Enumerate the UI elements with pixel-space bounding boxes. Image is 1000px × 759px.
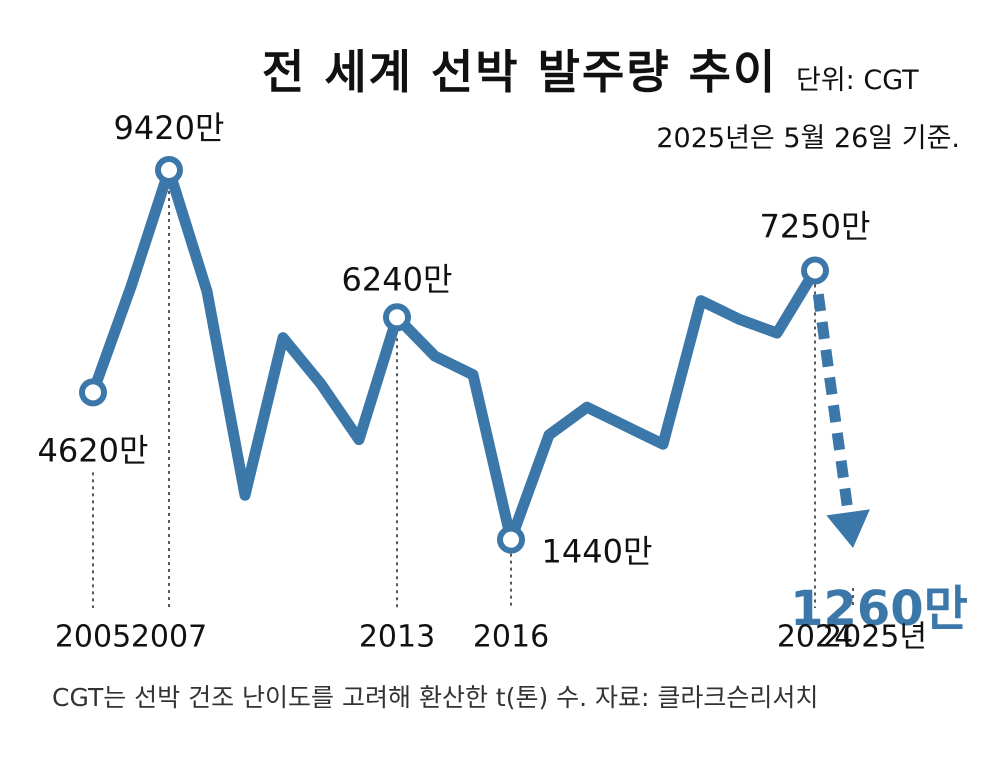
data-label-2024: 7250만: [760, 208, 871, 246]
data-label-2007: 9420만: [114, 109, 225, 147]
series-line: [87, 164, 821, 546]
point-marker-2013: [383, 303, 411, 332]
point-marker-2007: [155, 156, 183, 184]
x-tick-label-2024: 2024: [777, 620, 853, 655]
x-tick-label-2007: 2007: [131, 620, 207, 655]
data-label-2005: 4620만: [38, 431, 149, 469]
point-marker-2016: [497, 525, 525, 554]
x-tick-label-2025: 2025년: [823, 620, 927, 655]
data-label-2025: 1260만: [790, 581, 968, 637]
data-label-2013: 6240만: [342, 260, 453, 298]
point-marker-2024: [801, 256, 829, 285]
source-footnote: CGT는 선박 건조 난이도를 고려해 환산한 t(톤) 수. 자료: 클라크슨…: [52, 683, 819, 712]
point-marker-2005: [79, 378, 107, 407]
data-label-2016: 1440만: [542, 533, 653, 571]
x-tick-label-2013: 2013: [359, 620, 435, 655]
basis-note: 2025년은 5월 26일 기준.: [656, 123, 960, 154]
unit-label: 단위: CGT: [796, 65, 919, 96]
projection-arrow-head: [826, 509, 870, 548]
x-tick-label-2005: 2005: [55, 620, 131, 655]
projection-arrow-line: [812, 293, 854, 514]
chart-title: 전 세계 선박 발주량 추이: [262, 45, 778, 99]
x-tick-label-2016: 2016: [473, 620, 549, 655]
